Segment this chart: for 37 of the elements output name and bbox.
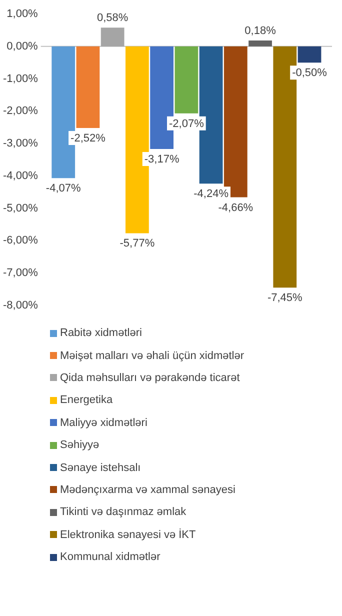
bar (174, 46, 198, 114)
legend-label: Maliyyə xidmətləri (60, 416, 148, 429)
bar (298, 46, 322, 63)
data-label: -5,77% (120, 238, 155, 250)
y-tick-label: -2,00% (2, 105, 38, 118)
y-tick-label: -1,00% (2, 72, 38, 85)
data-label: 0,58% (96, 12, 128, 24)
data-label: 0,18% (244, 25, 276, 38)
data-label: -7,45% (267, 292, 303, 304)
legend-label: Energetika (60, 394, 113, 406)
data-label: -4,24% (194, 188, 229, 200)
bar (248, 40, 272, 46)
y-tick-label: 1,00% (6, 8, 38, 20)
legend-label: Kommunal xidmətlər (60, 551, 160, 564)
bar (100, 28, 124, 46)
data-label: -4,07% (46, 182, 81, 195)
data-label: -2,52% (70, 132, 106, 144)
legend-label: Mədənçıxarma və xammal sənayesi (60, 484, 236, 496)
data-label: -4,66% (218, 202, 254, 214)
y-tick-label: -8,00% (2, 299, 38, 312)
legend-label: Səhiyyə (60, 439, 100, 452)
legend-label: Elektronika sənayesi və İKT (60, 528, 196, 541)
legend-label: Məişət malları və əhali üçün xidmətlər (60, 350, 244, 362)
y-tick-label: -6,00% (2, 234, 38, 247)
y-tick-label: -5,00% (2, 202, 38, 214)
legend-label: Tikinti və daşınmaz əmlak (60, 506, 186, 518)
y-tick-label: -4,00% (2, 170, 38, 182)
legend-label: Rabitə xidmətləri (60, 327, 142, 340)
legend-label: Qida məhsulları və pərakəndə ticarət (60, 372, 240, 384)
data-label: -2,07% (168, 118, 204, 130)
legend-label: Sənaye istehsalı (60, 462, 141, 474)
data-label: -3,17% (144, 154, 180, 166)
y-tick-label: 0,00% (6, 40, 38, 52)
bar (76, 46, 100, 128)
y-tick-label: -3,00% (2, 138, 38, 150)
data-label: -0,50% (292, 67, 328, 80)
y-tick-label: -7,00% (2, 267, 38, 280)
